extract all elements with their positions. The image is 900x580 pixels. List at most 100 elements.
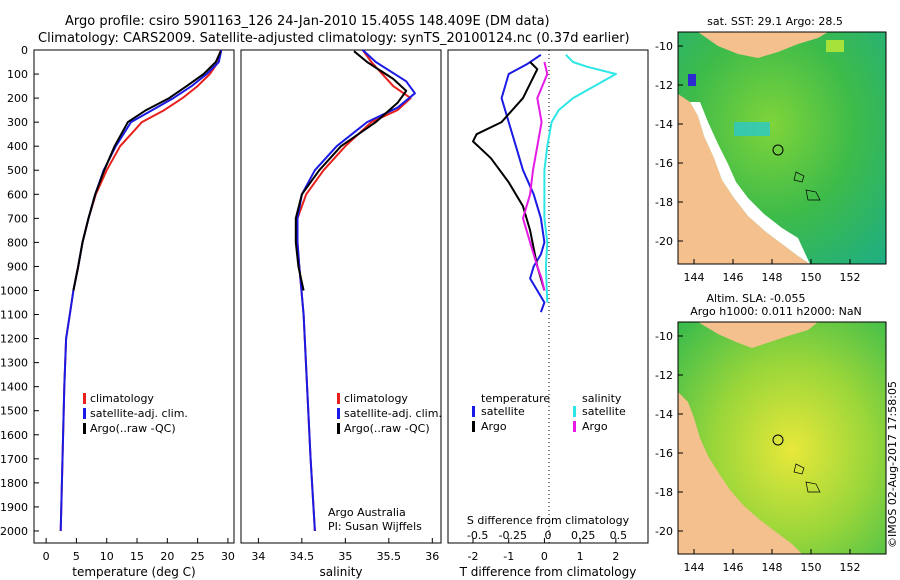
depth-tick-label: 1100 bbox=[0, 309, 28, 322]
temperature-plot-frame bbox=[33, 49, 235, 544]
depth-tick-label: 900 bbox=[7, 260, 28, 273]
s-tick-label: 0.5 bbox=[610, 529, 628, 542]
sst-patch-cyan bbox=[734, 122, 770, 136]
depth-tick-label: 1200 bbox=[0, 333, 28, 346]
t-difference-label: T difference from climatology bbox=[459, 565, 637, 579]
legend-label-temp-satellite: satellite bbox=[481, 405, 525, 418]
depth-tick-label: 1700 bbox=[0, 453, 28, 466]
sst-map-ticks: 144 146 148 150 152 -10 -12 -14 -16 -18 -20 bbox=[655, 40, 860, 284]
legend-swatch-climatology bbox=[83, 393, 86, 404]
salinity-annotation-1: Argo Australia bbox=[328, 506, 406, 519]
difference-series bbox=[472, 53, 617, 313]
depth-tick-label: 0 bbox=[21, 44, 28, 57]
land-australia bbox=[678, 94, 810, 264]
salinity-legend: climatology satellite-adj. clim. Argo(..… bbox=[337, 392, 442, 435]
depth-tick-label: 100 bbox=[7, 68, 28, 81]
series-line bbox=[296, 49, 416, 532]
map-lat-tick-label: -10 bbox=[655, 40, 673, 53]
difference-x-ticks: -2 -1 0 1 2 bbox=[468, 538, 619, 563]
legend-label-satellite: satellite-adj. clim. bbox=[90, 407, 188, 420]
legend-label-climatology: climatology bbox=[344, 392, 408, 405]
depth-tick-label: 200 bbox=[7, 92, 28, 105]
legend-swatch-sal-satellite bbox=[573, 406, 576, 417]
land-australia bbox=[678, 392, 802, 554]
series-line bbox=[543, 54, 617, 303]
salinity-annotation-2: PI: Susan Wijffels bbox=[328, 520, 422, 533]
legend-header-temperature: temperature bbox=[481, 392, 550, 405]
salinity-x-label: salinity bbox=[319, 565, 362, 579]
x-tick-label: 35 bbox=[338, 550, 352, 563]
legend-swatch-sal-argo bbox=[573, 421, 576, 432]
depth-tick-label: 1900 bbox=[0, 501, 28, 514]
x-tick-label: 2 bbox=[612, 550, 619, 563]
map-lon-tick-label: 152 bbox=[840, 561, 861, 574]
salinity-difference-ticks: -0.5 -0.25 0 0.25 0.5 bbox=[467, 529, 627, 542]
reef-outline bbox=[793, 171, 821, 201]
land-png bbox=[698, 322, 818, 348]
depth-tick-label: 2000 bbox=[0, 525, 28, 538]
depth-tick-label: 1000 bbox=[0, 284, 28, 297]
nodata-coastal-strip bbox=[690, 102, 810, 264]
map-lon-tick-label: 144 bbox=[684, 561, 705, 574]
s-difference-label: S difference from climatology bbox=[467, 514, 630, 527]
land-png bbox=[698, 32, 828, 58]
legend-label-argo: Argo(..raw -QC) bbox=[90, 422, 176, 435]
argo-float-marker bbox=[772, 144, 784, 156]
legend-swatch-argo bbox=[337, 423, 340, 434]
map-lon-tick-label: 146 bbox=[723, 561, 744, 574]
s-tick-label: 0 bbox=[545, 529, 552, 542]
x-tick-label: 30 bbox=[221, 550, 235, 563]
x-tick-label: 20 bbox=[160, 550, 174, 563]
map-lon-tick-label: 150 bbox=[801, 271, 822, 284]
x-tick-label: -1 bbox=[503, 550, 514, 563]
depth-axis-ticks: 0 100 200 300 400 500 600 700 800 900 1000 1100 1200… bbox=[0, 44, 453, 538]
argo-float-marker bbox=[772, 434, 784, 446]
sla-map-ticks: 144 146 148 150 152 -10 -12 -14 -16 -18 -20 bbox=[655, 330, 860, 574]
depth-tick-label: 800 bbox=[7, 236, 28, 249]
depth-tick-label: 700 bbox=[7, 212, 28, 225]
salinity-x-ticks: 34 34.5 35 35.5 36 bbox=[251, 538, 439, 563]
temperature-series bbox=[59, 49, 223, 532]
legend-swatch-temp-argo bbox=[472, 421, 475, 432]
depth-tick-label: 1400 bbox=[0, 381, 28, 394]
s-tick-label: -0.25 bbox=[499, 529, 527, 542]
map-lat-tick-label: -14 bbox=[655, 408, 673, 421]
series-line bbox=[294, 50, 408, 291]
temperature-panel: 0100200300400500600700800900100011001200… bbox=[0, 44, 453, 579]
map-lon-tick-label: 152 bbox=[840, 271, 861, 284]
map-lat-tick-label: -20 bbox=[655, 235, 673, 248]
x-tick-label: 34.5 bbox=[290, 550, 315, 563]
map-lon-tick-label: 144 bbox=[684, 271, 705, 284]
depth-tick-label: 500 bbox=[7, 164, 28, 177]
title-line-2: Climatology: CARS2009. Satellite-adjuste… bbox=[38, 31, 630, 46]
legend-label-climatology: climatology bbox=[90, 392, 154, 405]
credit-label: ©IMOS 02-Aug-2017 17:58:05 bbox=[886, 381, 899, 548]
x-tick-label: 25 bbox=[191, 550, 205, 563]
x-tick-label: 15 bbox=[130, 550, 144, 563]
temperature-x-ticks: 0 5 10 15 20 25 30 bbox=[43, 538, 235, 563]
map-lat-tick-label: -10 bbox=[655, 330, 673, 343]
depth-tick-label: 1800 bbox=[0, 477, 28, 490]
legend-label-sal-argo: Argo bbox=[582, 420, 608, 433]
salinity-plot-frame bbox=[240, 49, 442, 544]
sst-patch-blue bbox=[688, 74, 696, 86]
temperature-x-label: temperature (deg C) bbox=[72, 565, 195, 579]
x-tick-label: 10 bbox=[100, 550, 114, 563]
map-lat-tick-label: -18 bbox=[655, 196, 673, 209]
depth-tick-label: 1300 bbox=[0, 357, 28, 370]
map-lat-tick-label: -20 bbox=[655, 525, 673, 538]
x-tick-label: 0 bbox=[43, 550, 50, 563]
sla-map: Altim. SLA: -0.055 Argo h1000: 0.011 h20… bbox=[655, 292, 887, 574]
salinity-panel: 34 34.5 35 35.5 36 climatology satellite-adj… bbox=[240, 49, 442, 579]
map-lon-tick-label: 148 bbox=[762, 271, 783, 284]
depth-tick-label: 1600 bbox=[0, 429, 28, 442]
sst-map: sat. SST: 29.1 Argo: 28.5 144 146 148 150 15… bbox=[655, 15, 887, 284]
legend-label-satellite: satellite-adj. clim. bbox=[344, 407, 442, 420]
sla-map-title-2: Argo h1000: 0.011 h2000: NaN bbox=[690, 305, 862, 318]
map-lat-tick-label: -18 bbox=[655, 486, 673, 499]
sst-patch-yellow bbox=[826, 40, 844, 52]
map-lat-tick-label: -14 bbox=[655, 118, 673, 131]
x-tick-label: 1 bbox=[577, 550, 584, 563]
difference-legend: temperature salinity satellite Argo sate… bbox=[472, 392, 626, 433]
